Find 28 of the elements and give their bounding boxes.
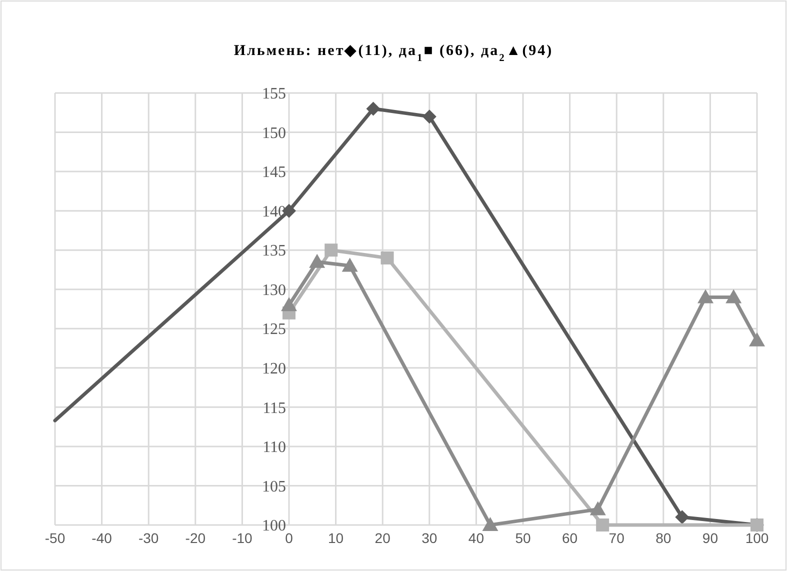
x-tick-label: 30 (422, 530, 438, 546)
x-tick-label: -20 (185, 530, 206, 546)
x-tick-label: -40 (92, 530, 112, 546)
x-tick-label: 40 (468, 530, 484, 546)
y-tick-label: 115 (262, 400, 286, 417)
x-tick-label: 90 (702, 530, 718, 546)
y-tick-label: 120 (262, 360, 286, 378)
y-tick-label: 125 (262, 321, 286, 338)
y-tick-label: 135 (262, 242, 286, 260)
x-tick-label: -50 (44, 530, 66, 546)
x-tick-label: 10 (328, 530, 344, 546)
x-tick-label: 60 (562, 530, 578, 546)
x-tick-label: 50 (515, 530, 531, 546)
y-tick-label: 150 (262, 124, 286, 142)
x-tick-label: 70 (608, 530, 625, 546)
x-tick-label: 20 (374, 530, 391, 546)
x-tick-label: -30 (138, 530, 159, 546)
x-tick-label: -10 (232, 530, 253, 546)
chart-title: Ильмень: нет◆(11), да$_{1}$■ (66), да$_{2}$▲(94) (234, 43, 554, 64)
y-tick-label: 145 (262, 164, 286, 182)
y-tick-label: 155 (262, 86, 286, 103)
x-tick-label: 0 (285, 530, 294, 546)
y-tick-label: 105 (262, 478, 286, 496)
x-tick-label: 100 (745, 530, 769, 546)
y-tick-label: 130 (262, 282, 286, 299)
x-tick-label: 80 (656, 530, 672, 546)
y-tick-label: 110 (262, 439, 286, 456)
y-tick-label: 100 (262, 518, 286, 535)
